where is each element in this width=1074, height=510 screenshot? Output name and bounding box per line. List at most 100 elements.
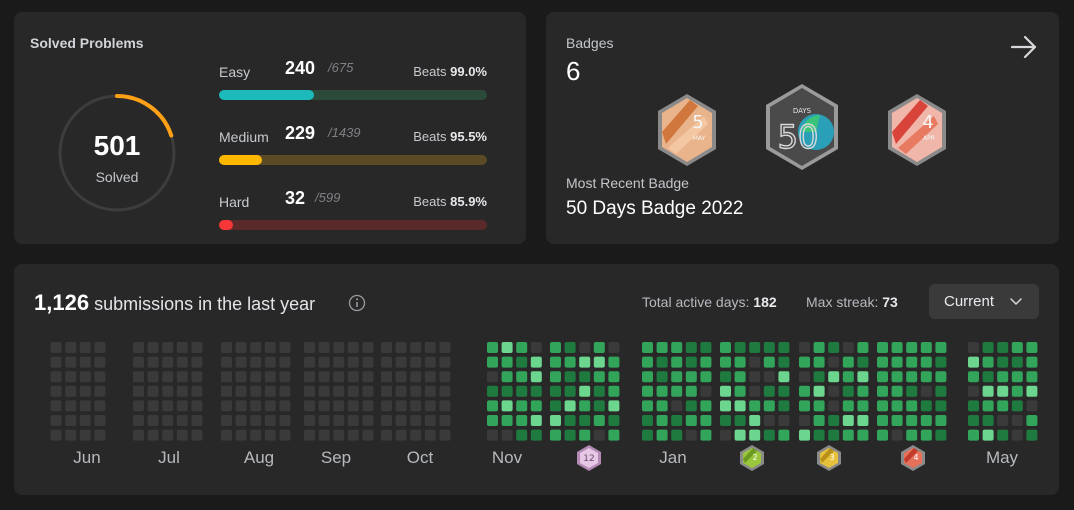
heatmap-cell[interactable] [191, 415, 203, 426]
heatmap-cell[interactable] [608, 342, 620, 353]
heatmap-cell[interactable] [530, 415, 542, 426]
heatmap-cell[interactable] [763, 342, 775, 353]
heatmap-cell[interactable] [763, 356, 775, 368]
heatmap-cell[interactable] [982, 356, 994, 368]
heatmap-cell[interactable] [813, 385, 825, 397]
heatmap-cell[interactable] [395, 371, 407, 383]
heatmap-cell[interactable] [133, 400, 144, 412]
info-icon[interactable] [348, 294, 366, 312]
heatmap-cell[interactable] [221, 415, 232, 426]
heatmap-cell[interactable] [1011, 371, 1023, 383]
heatmap-cell[interactable] [65, 429, 77, 441]
heatmap-cell[interactable] [94, 371, 106, 383]
heatmap-cell[interactable] [304, 429, 315, 441]
heatmap-cell[interactable] [487, 356, 498, 368]
heatmap-cell[interactable] [906, 415, 918, 426]
heatmap-cell[interactable] [813, 415, 825, 426]
heatmap-cell[interactable] [347, 385, 359, 397]
heatmap-cell[interactable] [920, 429, 932, 441]
heatmap-cell[interactable] [191, 385, 203, 397]
heatmap-cell[interactable] [516, 385, 528, 397]
heatmap-cell[interactable] [734, 415, 746, 426]
dec-badge-icon[interactable]: 12 [576, 444, 602, 472]
heatmap-cell[interactable] [656, 415, 668, 426]
heatmap-cell[interactable] [487, 415, 498, 426]
heatmap-cell[interactable] [221, 371, 232, 383]
heatmap-cell[interactable] [734, 400, 746, 412]
heatmap-cell[interactable] [347, 371, 359, 383]
heatmap-cell[interactable] [857, 371, 869, 383]
heatmap-cell[interactable] [579, 429, 591, 441]
heatmap-cell[interactable] [700, 385, 712, 397]
heatmap-cell[interactable] [550, 400, 561, 412]
heatmap-cell[interactable] [968, 371, 979, 383]
heatmap-cell[interactable] [381, 429, 392, 441]
heatmap-cell[interactable] [1026, 385, 1038, 397]
heatmap-cell[interactable] [439, 385, 451, 397]
heatmap-cell[interactable] [734, 356, 746, 368]
heatmap-cell[interactable] [749, 400, 761, 412]
heatmap-cell[interactable] [381, 400, 392, 412]
heatmap-cell[interactable] [424, 429, 436, 441]
heatmap-cell[interactable] [94, 342, 106, 353]
heatmap-cell[interactable] [685, 356, 697, 368]
heatmap-cell[interactable] [920, 371, 932, 383]
heatmap-cell[interactable] [176, 371, 188, 383]
50-days-badge-icon[interactable]: DAYS 50 [762, 82, 842, 172]
heatmap-cell[interactable] [720, 415, 731, 426]
heatmap-cell[interactable] [191, 356, 203, 368]
heatmap-cell[interactable] [304, 371, 315, 383]
heatmap-cell[interactable] [501, 371, 513, 383]
heatmap-cell[interactable] [749, 385, 761, 397]
heatmap-cell[interactable] [279, 385, 291, 397]
heatmap-cell[interactable] [828, 415, 840, 426]
heatmap-cell[interactable] [842, 342, 854, 353]
heatmap-cell[interactable] [347, 429, 359, 441]
heatmap-cell[interactable] [1026, 429, 1038, 441]
heatmap-cell[interactable] [935, 356, 947, 368]
heatmap-cell[interactable] [642, 429, 653, 441]
heatmap-cell[interactable] [162, 400, 174, 412]
heatmap-cell[interactable] [920, 385, 932, 397]
heatmap-cell[interactable] [642, 400, 653, 412]
heatmap-cell[interactable] [842, 371, 854, 383]
heatmap-cell[interactable] [671, 356, 683, 368]
heatmap-cell[interactable] [318, 342, 330, 353]
heatmap-cell[interactable] [381, 356, 392, 368]
heatmap-cell[interactable] [778, 342, 790, 353]
heatmap-cell[interactable] [564, 385, 576, 397]
heatmap-cell[interactable] [700, 415, 712, 426]
heatmap-cell[interactable] [608, 385, 620, 397]
heatmap-cell[interactable] [65, 415, 77, 426]
heatmap-cell[interactable] [799, 342, 810, 353]
heatmap-cell[interactable] [906, 429, 918, 441]
heatmap-cell[interactable] [424, 400, 436, 412]
arrow-right-icon[interactable] [1009, 34, 1039, 60]
heatmap-cell[interactable] [501, 415, 513, 426]
heatmap-cell[interactable] [133, 415, 144, 426]
heatmap-cell[interactable] [813, 356, 825, 368]
heatmap-cell[interactable] [593, 400, 605, 412]
heatmap-cell[interactable] [79, 356, 91, 368]
heatmap-cell[interactable] [410, 415, 422, 426]
heatmap-cell[interactable] [720, 342, 731, 353]
heatmap-cell[interactable] [685, 385, 697, 397]
heatmap-cell[interactable] [191, 342, 203, 353]
heatmap-cell[interactable] [642, 356, 653, 368]
heatmap-cell[interactable] [162, 429, 174, 441]
heatmap-cell[interactable] [133, 385, 144, 397]
heatmap-cell[interactable] [920, 356, 932, 368]
heatmap-cell[interactable] [550, 356, 561, 368]
heatmap-cell[interactable] [487, 385, 498, 397]
heatmap-cell[interactable] [920, 342, 932, 353]
heatmap-cell[interactable] [221, 356, 232, 368]
heatmap-cell[interactable] [763, 415, 775, 426]
heatmap-cell[interactable] [530, 342, 542, 353]
heatmap-cell[interactable] [920, 400, 932, 412]
heatmap-cell[interactable] [439, 415, 451, 426]
heatmap-cell[interactable] [516, 371, 528, 383]
heatmap-cell[interactable] [235, 356, 247, 368]
heatmap-cell[interactable] [424, 356, 436, 368]
heatmap-cell[interactable] [65, 385, 77, 397]
heatmap-cell[interactable] [304, 415, 315, 426]
